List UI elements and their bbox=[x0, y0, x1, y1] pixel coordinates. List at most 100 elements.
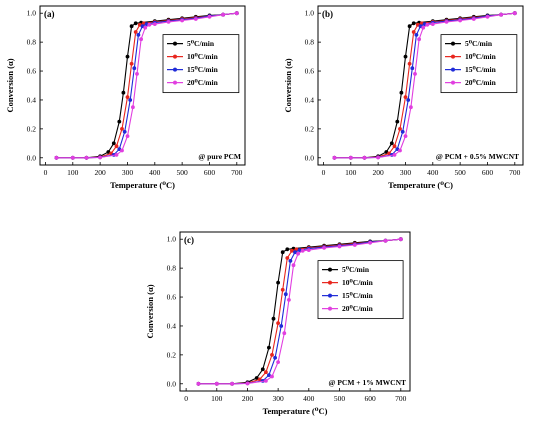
chart-panel: 0 100 200 300 400 500 600 700 0.0 0.2 0.4 0.6 0.8 1.0… bbox=[145, 231, 411, 416]
data-point bbox=[409, 105, 413, 110]
x-tick-label: 100 bbox=[211, 394, 223, 403]
sample-annotation: @ PCM + 0.5% MWCNT bbox=[436, 152, 519, 161]
data-point bbox=[276, 321, 280, 325]
data-point bbox=[306, 248, 311, 253]
data-point bbox=[300, 248, 305, 253]
legend-label: 15⁰C/min bbox=[342, 291, 374, 300]
legend-swatch-marker bbox=[328, 293, 332, 298]
legend-swatch-marker bbox=[173, 67, 177, 72]
legend-label: 20⁰C/min bbox=[187, 78, 219, 87]
data-point bbox=[264, 379, 268, 383]
data-point bbox=[389, 141, 394, 146]
y-axis-title: Conversion (α) bbox=[5, 58, 15, 112]
x-tick-label: 700 bbox=[231, 168, 243, 177]
panel-label: (b) bbox=[322, 9, 333, 19]
y-tick-label: 0.6 bbox=[27, 67, 37, 76]
data-point bbox=[407, 24, 412, 29]
legend-swatch-marker bbox=[328, 280, 332, 285]
data-point bbox=[114, 153, 119, 157]
data-point bbox=[485, 14, 490, 19]
x-tick-label: 400 bbox=[427, 168, 439, 177]
data-point bbox=[166, 20, 171, 24]
x-tick-label: 100 bbox=[345, 168, 357, 177]
data-point bbox=[264, 370, 268, 375]
panel-label: (c) bbox=[184, 235, 194, 245]
data-point bbox=[257, 377, 262, 382]
data-point bbox=[254, 376, 259, 380]
chart-panel: 0 100 200 300 400 500 600 700 0.0 0.2 0.4 0.6 0.8 1.0… bbox=[283, 5, 524, 190]
data-point bbox=[411, 30, 416, 34]
x-tick-label: 600 bbox=[204, 168, 216, 177]
x-tick-label: 600 bbox=[482, 168, 494, 177]
data-point bbox=[117, 119, 122, 124]
data-point bbox=[352, 243, 357, 247]
data-point bbox=[133, 21, 138, 26]
x-tick-label: 400 bbox=[149, 168, 161, 177]
data-point bbox=[406, 98, 411, 102]
legend-label: 15⁰C/min bbox=[465, 65, 497, 74]
legend-label: 15⁰C/min bbox=[187, 65, 219, 74]
data-point bbox=[143, 25, 148, 30]
data-point bbox=[128, 98, 133, 102]
legend-swatch-marker bbox=[173, 54, 177, 59]
x-tick-label: 700 bbox=[395, 394, 407, 403]
data-point bbox=[125, 54, 130, 59]
data-point bbox=[136, 33, 141, 37]
legend-label: 10⁰C/min bbox=[342, 278, 374, 287]
data-point bbox=[196, 381, 201, 386]
plot-frame bbox=[179, 231, 411, 392]
data-point bbox=[392, 144, 397, 149]
data-point bbox=[245, 381, 250, 386]
data-point bbox=[133, 30, 138, 34]
data-point bbox=[348, 155, 353, 160]
data-point bbox=[398, 237, 403, 242]
data-point bbox=[407, 61, 412, 66]
data-point bbox=[98, 155, 102, 160]
data-point bbox=[499, 12, 503, 17]
data-point bbox=[425, 22, 430, 27]
legend-swatch-marker bbox=[328, 306, 332, 311]
legend-label: 5⁰C/min bbox=[342, 265, 370, 274]
x-tick-label: 200 bbox=[373, 168, 385, 177]
data-point bbox=[147, 22, 152, 27]
y-tick-label: 1.0 bbox=[167, 235, 177, 244]
data-point bbox=[122, 129, 127, 134]
y-tick-label: 0.8 bbox=[305, 38, 315, 47]
y-tick-label: 0.2 bbox=[167, 350, 177, 359]
x-tick-label: 200 bbox=[95, 168, 107, 177]
data-point bbox=[283, 292, 288, 297]
data-point bbox=[84, 155, 89, 160]
data-point bbox=[207, 14, 212, 19]
data-point bbox=[276, 280, 280, 285]
data-point bbox=[120, 126, 124, 131]
data-point bbox=[135, 72, 139, 76]
data-point bbox=[129, 24, 134, 29]
y-tick-label: 1.0 bbox=[27, 9, 37, 18]
y-tick-label: 0.4 bbox=[27, 95, 37, 104]
data-point bbox=[279, 324, 284, 328]
x-tick-label: 0 bbox=[44, 168, 48, 177]
data-point bbox=[271, 316, 276, 321]
data-point bbox=[285, 256, 290, 260]
data-point bbox=[293, 250, 297, 255]
data-point bbox=[400, 129, 405, 134]
x-tick-label: 300 bbox=[400, 168, 412, 177]
data-point bbox=[270, 353, 274, 357]
data-point bbox=[129, 61, 134, 66]
y-axis-title: Conversion (α) bbox=[283, 58, 293, 112]
legend-swatch-marker bbox=[173, 80, 177, 85]
x-tick-label: 600 bbox=[365, 394, 377, 403]
data-point bbox=[214, 381, 219, 386]
x-tick-label: 500 bbox=[455, 168, 467, 177]
data-point bbox=[322, 246, 326, 250]
data-point bbox=[70, 155, 75, 160]
data-point bbox=[273, 355, 277, 360]
data-point bbox=[444, 20, 449, 24]
y-tick-label: 0.8 bbox=[167, 264, 177, 273]
data-point bbox=[276, 360, 280, 364]
x-axis-title: Temperature (⁰C) bbox=[388, 180, 453, 190]
plot-frame bbox=[317, 5, 524, 166]
y-tick-label: 0.4 bbox=[167, 321, 177, 330]
data-point bbox=[260, 367, 265, 372]
data-point bbox=[193, 17, 198, 21]
